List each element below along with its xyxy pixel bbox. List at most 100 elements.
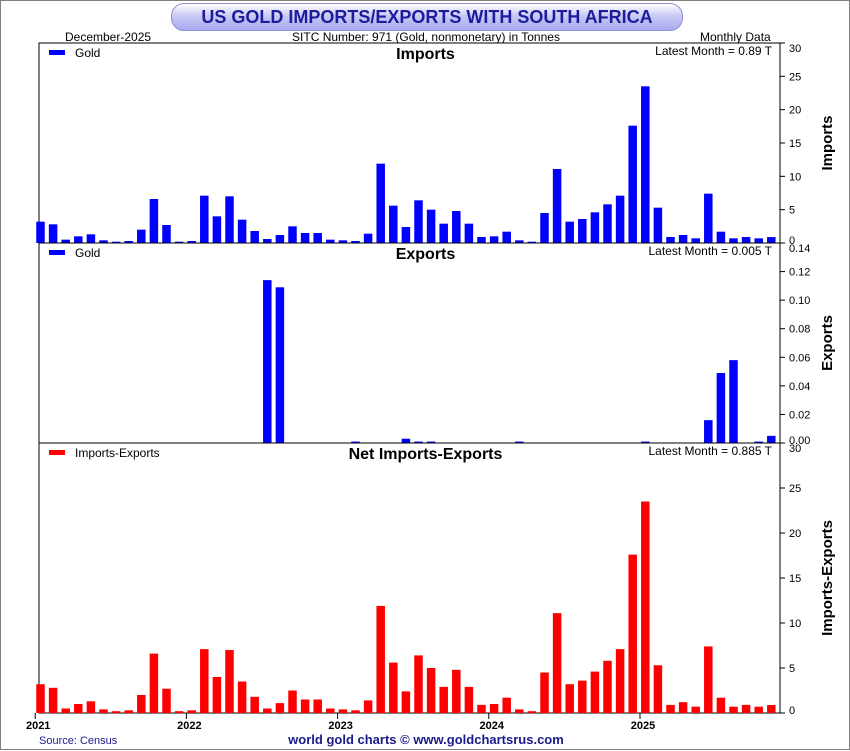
legend-swatch [49, 50, 65, 55]
bar [578, 680, 587, 713]
bar [754, 238, 763, 243]
bar [754, 441, 763, 443]
title-banner: US GOLD IMPORTS/EXPORTS WITH SOUTH AFRIC… [171, 3, 683, 31]
y-tick-label: 0.12 [789, 267, 810, 279]
bar [149, 199, 159, 243]
bar [615, 195, 625, 243]
bar [691, 238, 700, 243]
sitc-description: SITC Number: 971 (Gold, nonmonetary) in … [292, 30, 560, 44]
bar [288, 226, 297, 243]
bar [426, 209, 436, 243]
bar [225, 650, 234, 713]
bar [502, 697, 511, 713]
bar [578, 219, 587, 243]
bar [426, 668, 436, 713]
bar [704, 646, 713, 713]
bar [288, 690, 297, 713]
x-tick-label: 2022 [177, 720, 201, 732]
bar [489, 704, 499, 713]
plot-area-1 [38, 242, 781, 444]
panel-title: Exports [396, 246, 456, 263]
bar [124, 710, 133, 713]
bar [704, 193, 713, 243]
bar [527, 241, 537, 243]
bar [137, 229, 146, 243]
bar [489, 236, 499, 243]
latest-month-label: Latest Month = 0.005 T [648, 244, 772, 258]
y-tick-label: 10 [789, 171, 801, 183]
bar [590, 671, 600, 713]
bar [641, 86, 650, 243]
bar [477, 704, 486, 713]
bar [111, 241, 121, 243]
x-tick-label: 2021 [26, 720, 50, 732]
bar [691, 706, 700, 713]
bar [540, 672, 549, 713]
bar [452, 669, 461, 713]
bar [401, 438, 411, 443]
bar [426, 441, 436, 443]
bar [414, 200, 423, 243]
bar [99, 240, 108, 243]
y-tick-label: 15 [789, 573, 801, 585]
legend-label: Gold [75, 246, 100, 260]
bar [754, 706, 763, 713]
bar [174, 241, 184, 243]
bar [641, 441, 650, 443]
bar [351, 241, 360, 243]
bar [741, 704, 751, 713]
bar [263, 708, 272, 713]
bar [515, 441, 524, 443]
bar [716, 231, 726, 243]
bar [540, 213, 549, 243]
y-axis-label: Exports [819, 315, 836, 371]
bar [61, 708, 70, 713]
y-tick-label: 20 [789, 528, 801, 540]
bar [326, 239, 335, 243]
bar [174, 711, 184, 713]
y-tick-label: 5 [789, 205, 795, 217]
latest-month-label: Latest Month = 0.89 T [655, 44, 773, 58]
bar [439, 223, 448, 243]
y-tick-label: 0.04 [789, 381, 810, 393]
bar [729, 238, 738, 243]
bar [477, 237, 486, 243]
bar [552, 613, 562, 713]
legend-swatch [49, 250, 65, 255]
bar [464, 223, 474, 243]
bar [225, 196, 234, 243]
bar [767, 435, 776, 443]
bar [389, 205, 398, 243]
bar [313, 699, 322, 713]
bar [628, 554, 637, 713]
report-date: December-2025 [65, 30, 152, 44]
y-tick-label: 0.00 [789, 435, 810, 447]
bar [565, 221, 574, 243]
bar [36, 684, 45, 713]
y-tick-label: 25 [789, 71, 801, 83]
bar [363, 233, 373, 243]
bar [200, 649, 209, 713]
bar [351, 441, 360, 443]
bar [439, 686, 448, 713]
bar [212, 677, 222, 713]
bar [653, 665, 663, 713]
bar [149, 653, 159, 713]
chart-title: US GOLD IMPORTS/EXPORTS WITH SOUTH AFRIC… [201, 7, 653, 27]
legend-swatch [49, 450, 65, 455]
legend-label: Gold [75, 46, 100, 60]
panel-title: Imports [396, 46, 455, 63]
panel-title: Net Imports-Exports [349, 446, 503, 463]
bar [628, 125, 637, 243]
bar [313, 233, 322, 243]
bar [48, 687, 58, 713]
data-frequency: Monthly Data [700, 30, 771, 44]
x-tick-label: 2023 [328, 720, 352, 732]
bar [565, 684, 574, 713]
y-tick-label: 30 [789, 443, 801, 455]
bar [729, 706, 738, 713]
bar [36, 221, 45, 243]
bar [124, 241, 133, 243]
